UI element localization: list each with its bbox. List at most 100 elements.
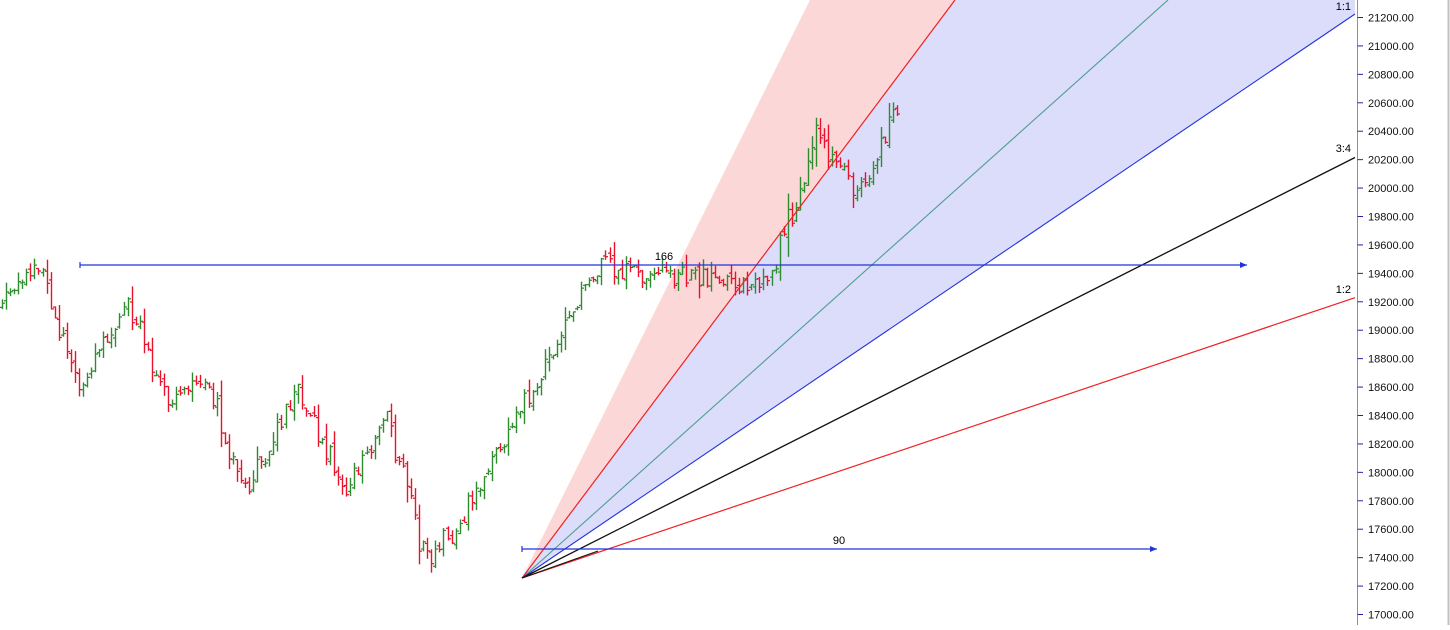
price-bar bbox=[134, 316, 139, 326]
price-bar bbox=[697, 262, 702, 299]
price-bar bbox=[672, 268, 677, 289]
price-bar bbox=[215, 391, 220, 417]
price-bar bbox=[219, 380, 224, 448]
price-bar bbox=[49, 272, 54, 310]
price-bar bbox=[863, 172, 868, 188]
price-bar bbox=[733, 271, 738, 296]
axis-tick-label: 19400.00 bbox=[1368, 268, 1414, 280]
price-bar bbox=[875, 157, 880, 174]
price-bar bbox=[802, 182, 807, 193]
price-bar bbox=[798, 176, 803, 211]
price-bar bbox=[190, 372, 195, 402]
axis-tick-label: 17000.00 bbox=[1368, 610, 1414, 622]
price-bar bbox=[527, 379, 532, 408]
price-bar bbox=[288, 400, 293, 411]
price-bar bbox=[20, 279, 25, 289]
price-bar bbox=[166, 385, 171, 412]
price-bar bbox=[636, 259, 641, 278]
axis-background bbox=[1356, 0, 1450, 625]
price-bar bbox=[292, 384, 297, 421]
price-bar bbox=[243, 477, 248, 489]
price-bar bbox=[433, 540, 438, 569]
price-bar bbox=[332, 431, 337, 476]
measure-arrowhead bbox=[1240, 262, 1247, 268]
price-bar bbox=[344, 477, 349, 497]
price-bar bbox=[401, 453, 406, 468]
price-bar bbox=[259, 456, 264, 469]
price-bar bbox=[328, 444, 333, 466]
price-bar bbox=[247, 477, 252, 495]
axis-tick-label: 20200.00 bbox=[1368, 155, 1414, 167]
price-bar bbox=[859, 177, 864, 198]
price-bar bbox=[522, 389, 527, 425]
axis-tick-label: 17200.00 bbox=[1368, 581, 1414, 593]
price-bar bbox=[612, 242, 617, 285]
price-bar bbox=[514, 406, 519, 434]
fan-ratio-label: 3:4 bbox=[1336, 143, 1351, 155]
axis-tick-label: 20800.00 bbox=[1368, 69, 1414, 81]
price-bar bbox=[535, 383, 540, 396]
price-bar bbox=[458, 519, 463, 535]
measure-arrowhead bbox=[1150, 546, 1157, 552]
measure-label: 166 bbox=[655, 251, 673, 263]
axis-tick-label: 19800.00 bbox=[1368, 212, 1414, 224]
price-bar bbox=[275, 413, 280, 452]
price-bar bbox=[814, 117, 819, 167]
price-bar bbox=[158, 370, 163, 386]
price-bar bbox=[255, 446, 260, 483]
price-bar bbox=[85, 372, 90, 388]
price-bar bbox=[93, 343, 98, 373]
price-bar bbox=[324, 423, 329, 466]
price-bar bbox=[450, 530, 455, 545]
price-bar bbox=[644, 278, 649, 291]
price-bar bbox=[271, 432, 276, 456]
fan-line-3x4 bbox=[521, 156, 1356, 579]
price-bar bbox=[45, 259, 50, 294]
price-bar bbox=[474, 481, 479, 510]
price-bar bbox=[405, 461, 410, 503]
price-bar bbox=[304, 407, 309, 417]
price-bar bbox=[223, 432, 228, 445]
price-bar bbox=[518, 410, 523, 419]
price-bar bbox=[308, 412, 313, 417]
price-axis: 17000.00 17200.00 17400.00 17600.00 17800.00… bbox=[1356, 0, 1450, 625]
price-bar bbox=[429, 549, 434, 573]
price-bar bbox=[385, 410, 390, 422]
price-bar bbox=[279, 414, 284, 430]
price-bar bbox=[510, 422, 515, 429]
axis-tick-label: 18800.00 bbox=[1368, 354, 1414, 366]
price-bar bbox=[194, 375, 199, 386]
price-bar bbox=[267, 450, 272, 467]
price-bar bbox=[397, 456, 402, 466]
price-bar bbox=[462, 516, 467, 523]
price-bar bbox=[316, 404, 321, 447]
axis-tick-label: 20400.00 bbox=[1368, 126, 1414, 138]
price-bar bbox=[559, 331, 564, 353]
price-bar bbox=[486, 468, 491, 476]
price-bar bbox=[587, 277, 592, 288]
price-bar bbox=[490, 450, 495, 482]
price-bar bbox=[466, 492, 471, 531]
price-bar bbox=[871, 161, 876, 185]
price-bar bbox=[32, 258, 37, 280]
price-bar bbox=[668, 265, 673, 278]
price-bar bbox=[640, 269, 645, 289]
axis-tick-label: 17600.00 bbox=[1368, 524, 1414, 536]
price-bar bbox=[693, 266, 698, 280]
fan-line-lower bbox=[521, 13, 1356, 579]
price-bar bbox=[531, 389, 536, 411]
price-bar bbox=[409, 478, 414, 499]
price-bar bbox=[603, 250, 608, 260]
price-bar bbox=[778, 231, 783, 281]
price-bar bbox=[352, 462, 357, 490]
price-bar bbox=[608, 247, 613, 263]
price-bar bbox=[425, 537, 430, 559]
price-bar bbox=[178, 386, 183, 396]
fan-line-steep bbox=[521, 0, 956, 579]
price-bar bbox=[69, 349, 74, 373]
price-bar bbox=[146, 341, 151, 351]
price-bar bbox=[765, 275, 770, 286]
price-bar bbox=[713, 265, 718, 279]
gann-fan-lines: 1:1 3:4 1:2 bbox=[521, 0, 1356, 579]
